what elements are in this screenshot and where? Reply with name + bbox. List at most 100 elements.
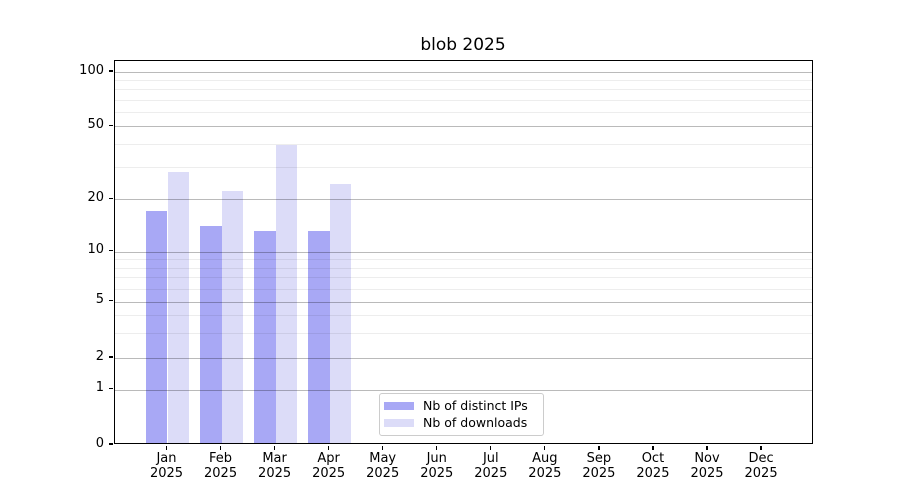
x-tick-month-jun: Jun bbox=[426, 451, 447, 466]
x-tick-month-dec: Dec bbox=[748, 451, 774, 466]
x-tick-month-sep: Sep bbox=[586, 451, 612, 466]
x-tick-year-nov: 2025 bbox=[690, 465, 724, 481]
legend: Nb of distinct IPs Nb of downloads bbox=[379, 392, 544, 436]
x-tick-month-oct: Oct bbox=[641, 451, 665, 466]
minor-gridline-70 bbox=[114, 99, 812, 101]
x-tick-mark-nov bbox=[706, 445, 708, 450]
x-tick-year-oct: 2025 bbox=[636, 465, 670, 481]
y-tick-label-0: 0 bbox=[95, 435, 104, 451]
minor-gridline-4 bbox=[114, 315, 812, 317]
x-tick-mark-dec bbox=[760, 445, 762, 450]
y-tick-label-2: 2 bbox=[95, 348, 104, 364]
major-gridline-50 bbox=[114, 126, 812, 128]
y-tick-mark-100 bbox=[108, 70, 113, 72]
x-tick-month-mar: Mar bbox=[262, 451, 287, 466]
y-tick-label-5: 5 bbox=[95, 292, 104, 308]
y-tick-mark-5 bbox=[108, 300, 113, 302]
bar-downloads-apr bbox=[329, 184, 352, 443]
legend-swatch-downloads bbox=[384, 418, 414, 427]
x-tick-mark-feb bbox=[219, 445, 222, 450]
x-tick-label-jul: Jul 2025 bbox=[461, 451, 521, 481]
major-gridline-2 bbox=[114, 358, 812, 359]
y-tick-mark-10 bbox=[108, 250, 113, 252]
minor-gridline-6 bbox=[114, 288, 812, 290]
x-tick-mark-jan bbox=[165, 445, 168, 450]
y-tick-mark-20 bbox=[108, 197, 113, 199]
minor-gridline-40 bbox=[114, 144, 812, 146]
bar-distinct-ips-mar bbox=[254, 231, 276, 443]
x-tick-mark-may bbox=[382, 445, 384, 450]
x-tick-mark-aug bbox=[544, 445, 546, 450]
major-gridline-1 bbox=[114, 389, 812, 391]
y-tick-mark-1 bbox=[108, 387, 113, 390]
x-tick-label-nov: Nov 2025 bbox=[677, 451, 737, 481]
major-gridline-10 bbox=[114, 251, 812, 253]
x-tick-month-may: May bbox=[369, 451, 397, 466]
x-tick-month-jan: Jan bbox=[156, 451, 177, 466]
legend-label-downloads: Nb of downloads bbox=[423, 415, 528, 431]
minor-gridline-30 bbox=[114, 166, 812, 168]
bar-downloads-jan bbox=[167, 171, 190, 443]
y-tick-mark-0 bbox=[108, 443, 113, 445]
x-tick-month-feb: Feb bbox=[209, 451, 233, 466]
major-gridline-5 bbox=[114, 301, 812, 303]
x-tick-label-sep: Sep 2025 bbox=[569, 451, 629, 481]
x-tick-year-may: 2025 bbox=[366, 465, 400, 481]
y-tick-label-50: 50 bbox=[87, 116, 104, 132]
y-tick-label-10: 10 bbox=[87, 242, 104, 258]
legend-label-distinct-ips: Nb of distinct IPs bbox=[423, 398, 528, 414]
minor-gridline-90 bbox=[114, 80, 812, 82]
x-tick-mark-sep bbox=[598, 445, 600, 450]
x-tick-year-sep: 2025 bbox=[582, 465, 616, 481]
bar-distinct-ips-feb bbox=[199, 225, 222, 443]
x-tick-mark-jun bbox=[436, 445, 438, 450]
legend-swatch-distinct-ips bbox=[384, 401, 414, 410]
x-tick-month-jul: Jul bbox=[482, 451, 499, 466]
x-tick-label-dec: Dec 2025 bbox=[731, 451, 791, 481]
x-tick-month-apr: Apr bbox=[317, 451, 340, 466]
x-tick-year-jul: 2025 bbox=[474, 465, 508, 481]
x-tick-mark-apr bbox=[328, 445, 330, 450]
legend-entry-downloads: Nb of downloads bbox=[384, 415, 537, 430]
x-tick-year-aug: 2025 bbox=[528, 465, 562, 481]
y-tick-label-100: 100 bbox=[79, 62, 104, 78]
x-tick-label-oct: Oct 2025 bbox=[623, 451, 683, 481]
x-tick-year-dec: 2025 bbox=[744, 465, 778, 481]
x-tick-mark-jul bbox=[490, 445, 492, 450]
minor-gridline-80 bbox=[114, 89, 812, 91]
x-tick-label-jan: Jan 2025 bbox=[137, 451, 197, 481]
bar-downloads-mar bbox=[275, 145, 298, 443]
y-tick-mark-50 bbox=[108, 124, 113, 126]
x-tick-mark-mar bbox=[273, 445, 276, 450]
x-tick-year-jun: 2025 bbox=[420, 465, 454, 481]
x-tick-label-aug: Aug 2025 bbox=[515, 451, 575, 481]
y-tick-mark-2 bbox=[108, 356, 113, 358]
x-tick-year-apr: 2025 bbox=[312, 465, 346, 481]
x-tick-label-may: May 2025 bbox=[353, 451, 413, 481]
minor-gridline-9 bbox=[114, 259, 812, 261]
x-tick-year-mar: 2025 bbox=[258, 465, 292, 481]
y-tick-label-1: 1 bbox=[95, 380, 104, 395]
bar-distinct-ips-jan bbox=[145, 210, 168, 443]
minor-gridline-60 bbox=[114, 112, 812, 114]
x-tick-label-feb: Feb 2025 bbox=[191, 451, 251, 481]
bar-distinct-ips-apr bbox=[308, 231, 330, 443]
x-tick-label-jun: Jun 2025 bbox=[407, 451, 467, 481]
plot-area bbox=[113, 59, 813, 444]
x-tick-year-jan: 2025 bbox=[149, 465, 184, 481]
y-tick-label-20: 20 bbox=[87, 189, 104, 205]
legend-entry-distinct-ips: Nb of distinct IPs bbox=[384, 398, 537, 413]
minor-gridline-7 bbox=[114, 277, 812, 279]
x-tick-month-nov: Nov bbox=[694, 451, 720, 466]
x-tick-label-apr: Apr 2025 bbox=[299, 451, 359, 481]
minor-gridline-8 bbox=[114, 267, 812, 269]
major-gridline-100 bbox=[114, 72, 812, 73]
x-tick-mark-oct bbox=[652, 445, 654, 450]
x-tick-label-mar: Mar 2025 bbox=[245, 451, 305, 481]
bar-downloads-feb bbox=[221, 191, 244, 443]
x-tick-year-feb: 2025 bbox=[204, 465, 238, 481]
x-tick-month-aug: Aug bbox=[532, 451, 558, 466]
major-gridline-20 bbox=[114, 199, 812, 201]
minor-gridline-3 bbox=[114, 333, 812, 335]
